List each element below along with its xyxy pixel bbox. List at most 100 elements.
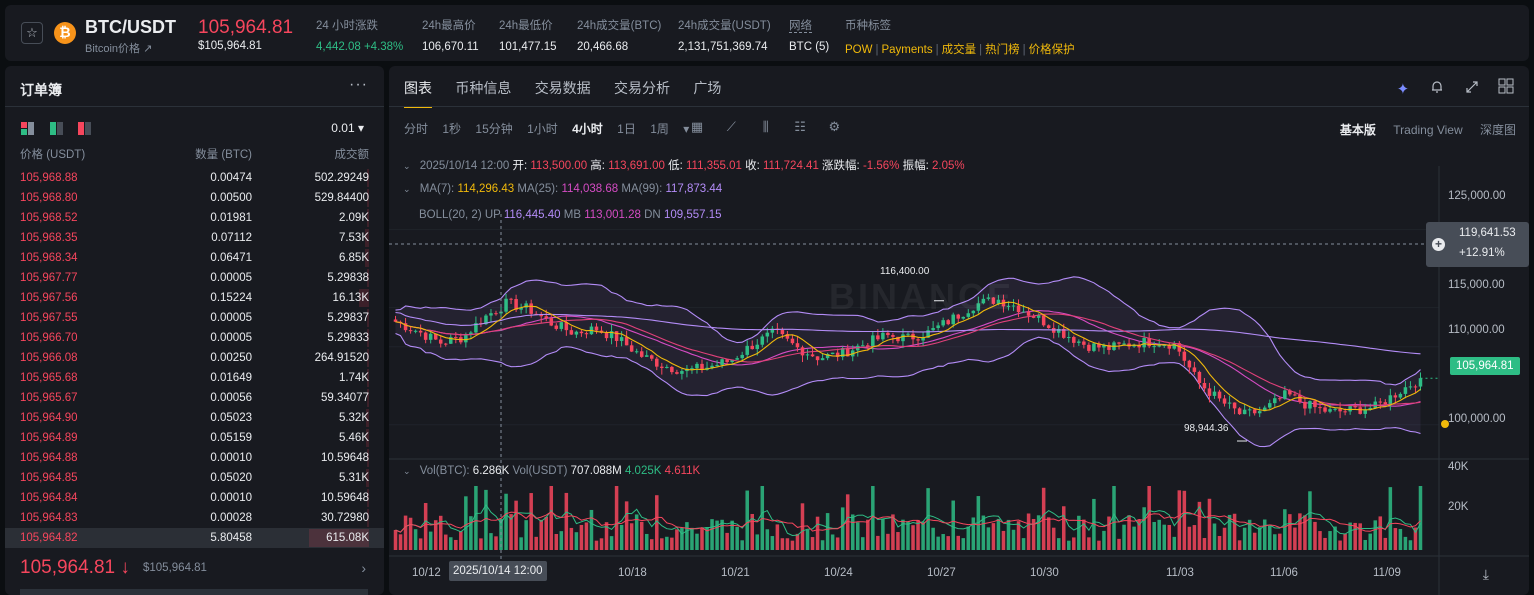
interval-4h[interactable]: 4小时 [572, 122, 603, 136]
stat-label: 网络 [789, 20, 812, 33]
book-asks-only-icon[interactable] [78, 122, 91, 135]
volume-bar [1278, 533, 1282, 550]
book-bids-only-icon[interactable] [50, 122, 63, 135]
volume-bar [805, 529, 810, 550]
stat-network[interactable]: 网络 BTC (5) [789, 17, 829, 53]
collapse-chevron-icon[interactable]: ⌄ [403, 184, 411, 194]
tick-size-select[interactable]: 0.01 ▾ [331, 121, 364, 135]
layout-grid-icon[interactable] [1497, 78, 1515, 96]
volume-bar [1418, 486, 1423, 550]
pair-symbol[interactable]: BTC/USDT [85, 17, 176, 37]
expand-icon[interactable] [1463, 80, 1481, 98]
ask-qty: 0.06471 [210, 252, 252, 264]
indicator-icon[interactable]: ⟋ [726, 119, 736, 134]
volume-bar [1318, 531, 1322, 550]
collapse-chevron-icon[interactable]: ⌄ [403, 161, 411, 171]
ask-row[interactable]: 105,967.55 0.00005 5.29837 [5, 308, 384, 328]
candle-body [735, 358, 739, 360]
ask-row[interactable]: 105,965.67 0.00056 59.34077 [5, 388, 384, 408]
volume-bar [825, 513, 830, 550]
candle-body [1408, 386, 1413, 388]
add-alert-icon[interactable]: + [1432, 238, 1445, 251]
last-price: 105,964.81 [198, 17, 294, 38]
tab-square[interactable]: 广场 [693, 80, 722, 96]
ask-row[interactable]: 105,968.88 0.00474 502.29249 [5, 168, 384, 188]
tab-chart[interactable]: 图表 [404, 78, 432, 108]
interval-1h[interactable]: 1小时 [527, 122, 558, 136]
ask-row[interactable]: 105,968.35 0.07112 7.53K [5, 228, 384, 248]
view-tradingview[interactable]: Trading View [1393, 123, 1463, 137]
interval-1s[interactable]: 1秒 [442, 122, 462, 136]
ask-row[interactable]: 105,964.82 5.80458 615.08K [5, 528, 384, 548]
volume-bar [1262, 519, 1267, 550]
vol-tick-label: 40K [1448, 461, 1469, 473]
volume-bar [710, 519, 714, 550]
tab-trading-data[interactable]: 交易数据 [534, 80, 591, 96]
ask-row[interactable]: 105,964.83 0.00028 30.72980 [5, 508, 384, 528]
interval-1w[interactable]: 1周 [650, 122, 669, 136]
book-both-sides-icon[interactable] [21, 122, 34, 135]
candle-body [1293, 394, 1297, 396]
ask-price: 105,966.70 [20, 332, 78, 344]
bell-icon[interactable] [1428, 80, 1446, 98]
ask-row[interactable]: 105,968.52 0.01981 2.09K [5, 208, 384, 228]
gear-icon[interactable]: ⚙ [828, 119, 841, 134]
tag-volume[interactable]: 成交量 [941, 44, 977, 56]
depth-bar [365, 249, 369, 267]
volume-bar [665, 536, 669, 550]
candle-body [810, 354, 815, 357]
ask-row[interactable]: 105,964.85 0.05020 5.31K [5, 468, 384, 488]
ask-row[interactable]: 105,966.08 0.00250 264.91520 [5, 348, 384, 368]
candle-body [1318, 407, 1322, 409]
volume-bar [1388, 487, 1393, 550]
reset-scale-icon[interactable]: ⤓ [1482, 566, 1489, 582]
ma25-label: MA(25): [517, 183, 559, 195]
crosshair-price-tag[interactable]: + 119,641.53 +12.91% [1426, 222, 1529, 267]
ask-row[interactable]: 105,967.77 0.00005 5.29838 [5, 268, 384, 288]
x-tick-label: 10/18 [618, 567, 647, 579]
tag-hot[interactable]: 热门榜 [985, 44, 1020, 56]
volume-bar [559, 531, 564, 550]
ask-row[interactable]: 105,964.90 0.05023 5.32K [5, 408, 384, 428]
ask-row[interactable]: 105,964.84 0.00010 10.59648 [5, 488, 384, 508]
favorite-star-icon[interactable]: ☆ [21, 22, 43, 44]
depth-bar [367, 369, 369, 387]
orderbook-last-price: 105,964.81 ↓ [20, 557, 130, 578]
candlestick-chart[interactable] [389, 66, 1529, 595]
interval-more-dropdown[interactable]: ▾ [683, 122, 690, 136]
chart-settings-icon[interactable]: ☷ [794, 119, 806, 134]
chevron-right-icon[interactable]: › [361, 560, 366, 576]
volume-bar [991, 523, 996, 550]
tab-trading-analysis[interactable]: 交易分析 [614, 80, 671, 96]
candle-body [539, 314, 543, 317]
ai-sparkle-icon[interactable]: ✦ [1396, 81, 1410, 98]
view-depth[interactable]: 深度图 [1479, 123, 1516, 137]
volume-bar [449, 537, 453, 550]
ask-row[interactable]: 105,968.80 0.00500 529.84400 [5, 188, 384, 208]
view-basic[interactable]: 基本版 [1339, 123, 1376, 137]
tag-payments[interactable]: Payments [881, 44, 933, 56]
collapse-chevron-icon[interactable]: ⌄ [403, 466, 411, 476]
volume-bar [795, 533, 800, 550]
boll-up-label: UP [484, 209, 501, 221]
ask-row[interactable]: 105,966.70 0.00005 5.29833 [5, 328, 384, 348]
candle-body [1378, 401, 1383, 403]
tab-coin-info[interactable]: 币种信息 [455, 80, 512, 96]
ask-row[interactable]: 105,964.88 0.00010 10.59648 [5, 448, 384, 468]
ask-row[interactable]: 105,965.68 0.01649 1.74K [5, 368, 384, 388]
tag-pow[interactable]: POW [845, 44, 873, 56]
volume-bar [479, 538, 483, 550]
candle-body [1232, 402, 1237, 409]
more-options-icon[interactable]: ··· [349, 76, 368, 93]
interval-15m[interactable]: 15分钟 [475, 122, 513, 136]
bitcoin-price-link[interactable]: Bitcoin价格 ↗ [85, 43, 153, 55]
calendar-icon[interactable]: ▦ [690, 119, 704, 134]
ask-row[interactable]: 105,967.56 0.15224 16.13K [5, 288, 384, 308]
interval-1d[interactable]: 1日 [617, 122, 636, 136]
ask-row[interactable]: 105,964.89 0.05159 5.46K [5, 428, 384, 448]
candle-body [670, 366, 674, 373]
interval-time[interactable]: 分时 [404, 122, 429, 136]
candle-style-icon[interactable]: ⫼ [762, 119, 769, 134]
tag-price-protection[interactable]: 价格保护 [1028, 44, 1075, 56]
ask-row[interactable]: 105,968.34 0.06471 6.85K [5, 248, 384, 268]
